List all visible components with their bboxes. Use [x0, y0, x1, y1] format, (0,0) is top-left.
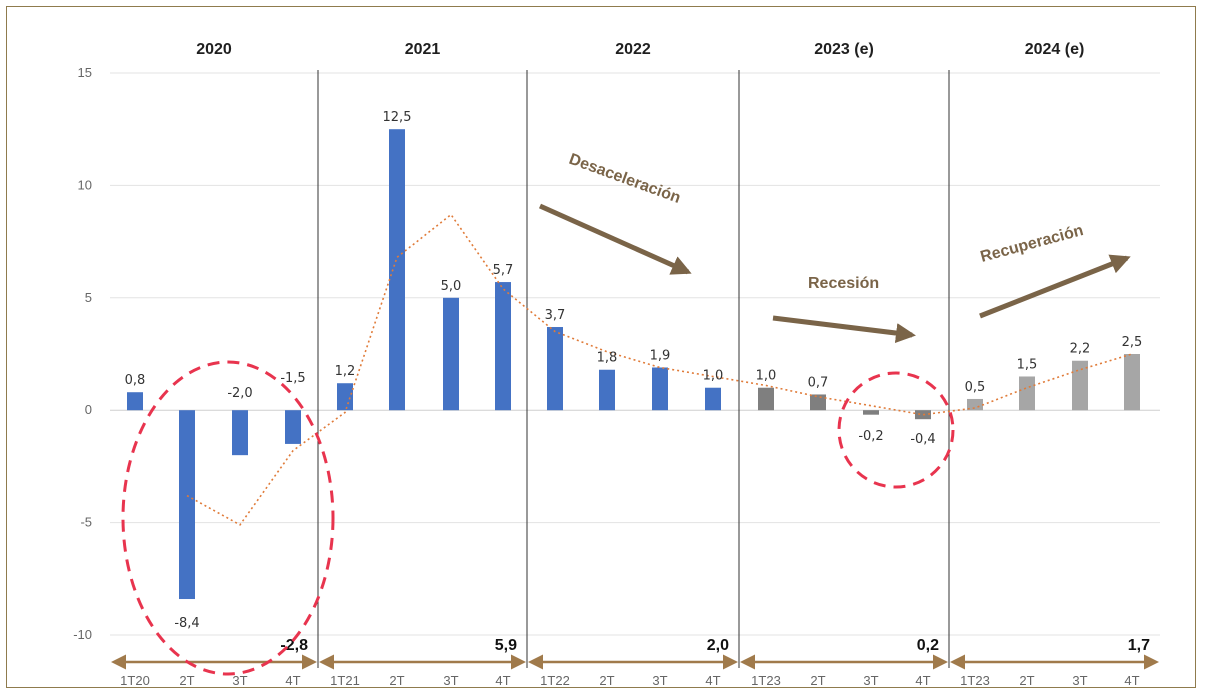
bar-value-label-17: 1,5	[1017, 357, 1038, 372]
bar-value-label-5: 12,5	[383, 110, 412, 125]
annotation-recesion: Recesión	[772, 275, 916, 343]
trend-line	[186, 213, 1133, 526]
annotation-desaceleracion-text: Desaceleración	[567, 151, 683, 207]
year-header-1: 2021	[405, 41, 441, 58]
x-tick-label-7: 4T	[495, 673, 510, 688]
bar-1	[179, 410, 195, 600]
x-tick-label-9: 2T	[599, 673, 614, 688]
y-tick-label-2: 5	[85, 290, 92, 305]
chart-frame	[6, 6, 1196, 688]
x-tick-label-11: 4T	[705, 673, 720, 688]
bar-4	[337, 383, 353, 411]
highlight-circle-2023	[837, 371, 955, 489]
bar-value-label-16: 0,5	[965, 380, 986, 395]
y-tick-label-1: 10	[78, 177, 92, 192]
annual-value-1: 5,9	[495, 637, 517, 654]
bar-value-label-10: 1,9	[650, 348, 671, 363]
bar-value-label-6: 5,0	[441, 279, 462, 294]
x-tick-label-1: 2T	[179, 673, 194, 688]
bar-value-label-2: -2,0	[227, 386, 252, 401]
bar-value-label-3: -1,5	[280, 371, 305, 386]
recesion-arrow	[772, 315, 916, 343]
y-tick-label-0: 15	[78, 65, 92, 80]
bar-5	[389, 129, 405, 411]
annotation-recuperacion-text: Recuperación	[979, 222, 1086, 266]
bar-7	[495, 282, 511, 411]
x-tick-label-14: 3T	[863, 673, 878, 688]
bar-17	[1019, 376, 1035, 411]
x-tick-label-18: 3T	[1072, 673, 1087, 688]
bar-10	[652, 367, 668, 411]
highlight-ellipse-2020	[121, 360, 335, 676]
x-tick-label-2: 3T	[232, 673, 247, 688]
bar-12	[758, 387, 774, 411]
x-tick-label-8: 1T22	[540, 673, 570, 688]
bar-value-label-8: 3,7	[545, 308, 566, 323]
year-header-3: 2023 (e)	[814, 41, 874, 58]
bar-value-label-13: 0,7	[808, 375, 829, 390]
x-tick-label-6: 3T	[443, 673, 458, 688]
x-tick-label-5: 2T	[389, 673, 404, 688]
year-header-4: 2024 (e)	[1025, 41, 1085, 58]
x-tick-label-13: 2T	[810, 673, 825, 688]
x-tick-label-17: 2T	[1019, 673, 1034, 688]
bar-value-label-9: 1,8	[597, 351, 618, 366]
x-tick-label-19: 4T	[1124, 673, 1139, 688]
annotation-desaceleracion: Desaceleración	[538, 151, 692, 275]
bar-3	[285, 410, 301, 444]
bar-8	[547, 327, 563, 411]
x-tick-label-3: 4T	[285, 673, 300, 688]
bar-14	[863, 410, 879, 415]
x-tick-label-16: 1T23	[960, 673, 990, 688]
annual-value-3: 0,2	[917, 637, 939, 654]
bar-value-label-19: 2,5	[1122, 335, 1143, 350]
bar-value-label-11: 1,0	[703, 369, 724, 384]
bar-2	[232, 410, 248, 456]
y-tick-label-5: -10	[73, 627, 92, 642]
x-tick-label-4: 1T21	[330, 673, 360, 688]
bar-16	[967, 398, 983, 411]
annual-value-4: 1,7	[1128, 637, 1150, 654]
x-tick-label-12: 1T23	[751, 673, 781, 688]
x-tick-label-10: 3T	[652, 673, 667, 688]
bar-18	[1072, 360, 1088, 411]
bar-13	[810, 394, 826, 411]
annual-value-0: -2,8	[280, 637, 308, 654]
annual-value-2: 2,0	[707, 637, 729, 654]
year-header-0: 2020	[196, 41, 232, 58]
bar-value-label-18: 2,2	[1070, 342, 1091, 357]
x-tick-label-15: 4T	[915, 673, 930, 688]
bar-value-label-4: 1,2	[335, 364, 356, 379]
bar-value-label-0: 0,8	[125, 373, 146, 388]
y-tick-label-3: 0	[85, 402, 92, 417]
desaceleracion-arrow	[538, 203, 692, 275]
year-header-2: 2022	[615, 41, 651, 58]
bar-0	[127, 392, 143, 411]
bar-value-label-7: 5,7	[493, 263, 514, 278]
x-tick-label-0: 1T20	[120, 673, 150, 688]
bar-15	[915, 410, 931, 420]
y-tick-label-4: -5	[80, 515, 92, 530]
bar-9	[599, 369, 615, 411]
bar-value-label-14: -0,2	[858, 429, 883, 444]
bar-6	[443, 297, 459, 411]
bar-11	[705, 387, 721, 411]
bar-value-label-15: -0,4	[910, 432, 935, 447]
bar-value-label-1: -8,4	[174, 616, 199, 631]
bar-19	[1124, 354, 1140, 411]
annotation-recuperacion: Recuperación	[979, 222, 1131, 319]
recuperacion-arrow	[979, 254, 1131, 319]
annotation-recesion-text: Recesión	[808, 275, 879, 292]
bar-value-label-12: 1,0	[756, 369, 777, 384]
